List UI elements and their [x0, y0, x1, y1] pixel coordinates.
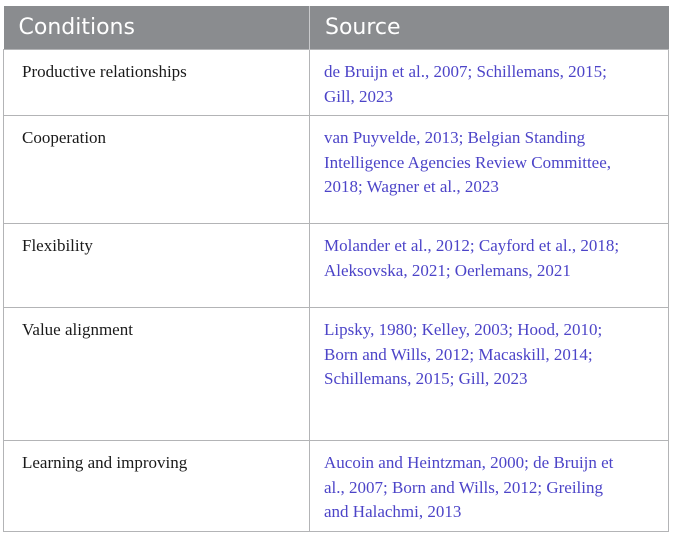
- source-citation-link[interactable]: Lipsky, 1980; Kelley, 2003; Hood, 2010; …: [309, 307, 669, 441]
- table-header: Conditions Source: [3, 6, 669, 50]
- source-citation-link[interactable]: van Puyvelde, 2013; Belgian Standing Int…: [309, 115, 669, 224]
- condition-cell: Cooperation: [3, 115, 310, 224]
- condition-cell: Learning and improving: [3, 440, 310, 532]
- condition-cell: Value alignment: [3, 307, 310, 441]
- table-row: Cooperation van Puyvelde, 2013; Belgian …: [3, 115, 669, 224]
- condition-cell: Productive relationships: [3, 49, 310, 116]
- table-row: Value alignment Lipsky, 1980; Kelley, 20…: [3, 307, 669, 441]
- table-row: Productive relationships de Bruijn et al…: [3, 49, 669, 116]
- table-row: Learning and improving Aucoin and Heintz…: [3, 440, 669, 532]
- column-header-source: Source: [309, 6, 669, 50]
- table-body: Productive relationships de Bruijn et al…: [3, 49, 669, 532]
- column-header-conditions: Conditions: [3, 6, 310, 50]
- condition-cell: Flexibility: [3, 223, 310, 308]
- source-citation-link[interactable]: Aucoin and Heintzman, 2000; de Bruijn et…: [309, 440, 669, 532]
- source-citation-link[interactable]: Molander et al., 2012; Cayford et al., 2…: [309, 223, 669, 308]
- source-citation-link[interactable]: de Bruijn et al., 2007; Schillemans, 201…: [309, 49, 669, 116]
- header-row: Conditions Source: [3, 6, 669, 50]
- conditions-source-table: Conditions Source Productive relationshi…: [3, 6, 669, 532]
- table-row: Flexibility Molander et al., 2012; Cayfo…: [3, 223, 669, 308]
